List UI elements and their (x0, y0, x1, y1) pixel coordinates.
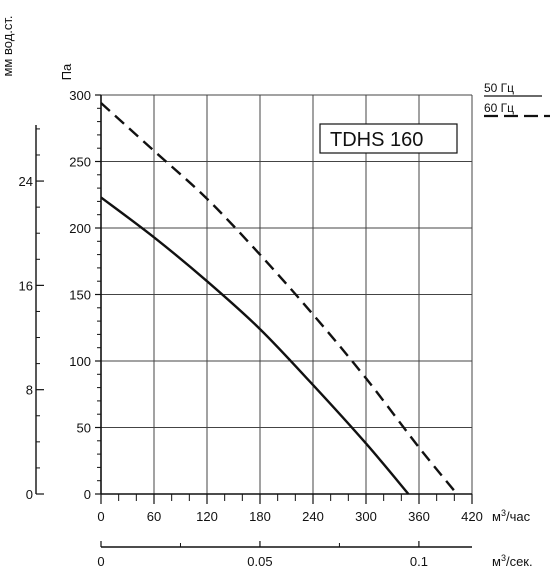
x-tick-label: 0 (97, 509, 104, 524)
x-tick-label: 300 (355, 509, 377, 524)
x2-tick-label: 0.1 (410, 554, 428, 569)
x2-axis-title: м3/сек. (492, 553, 533, 569)
y-tick-label: 300 (69, 88, 91, 103)
x-axis-title: м3/час (492, 508, 531, 524)
x-tick-label: 420 (461, 509, 483, 524)
y-tick-label: 100 (69, 354, 91, 369)
x2-tick-label: 0 (97, 554, 104, 569)
legend: 50 Гц 60 Гц (484, 81, 550, 118)
y-axis-pa: 0 50 100 150 200 250 300 Па (59, 63, 101, 502)
legend-label-50hz: 50 Гц (484, 81, 514, 95)
y2-axis-title: мм вод.ст. (0, 15, 15, 76)
x-tick-label: 360 (408, 509, 430, 524)
model-label-box: TDHS 160 (319, 123, 458, 154)
y2-tick-label: 8 (26, 383, 33, 398)
y2-tick-label: 16 (19, 278, 33, 293)
curve-50hz (100, 196, 410, 495)
series-lines (100, 102, 458, 495)
y-tick-label: 0 (84, 487, 91, 502)
y2-tick-label: 24 (19, 174, 33, 189)
y-axis-title: Па (59, 63, 74, 80)
x-tick-label: 240 (302, 509, 324, 524)
x2-tick-label: 0.05 (247, 554, 272, 569)
x-tick-label: 180 (249, 509, 271, 524)
y2-tick-label: 0 (26, 487, 33, 502)
model-label-text: TDHS 160 (330, 129, 423, 151)
y-axis-mm-water: 0 8 16 24 мм вод.ст. (0, 15, 44, 502)
y-tick-label: 50 (77, 421, 91, 436)
model-label-frame (319, 123, 458, 154)
y-tick-label: 150 (69, 288, 91, 303)
x-axis-m3s: 0 0.05 0.1 м3/сек. (97, 541, 533, 569)
x-tick-label: 120 (196, 509, 218, 524)
curve-60hz (100, 102, 458, 495)
legend-label-60hz: 60 Гц (484, 101, 514, 115)
y-tick-label: 250 (69, 155, 91, 170)
x-axis-m3h: 0 60 120 180 240 300 360 420 м3/час (97, 494, 531, 524)
grid (101, 95, 472, 494)
y-tick-label: 200 (69, 221, 91, 236)
x-tick-label: 60 (147, 509, 161, 524)
